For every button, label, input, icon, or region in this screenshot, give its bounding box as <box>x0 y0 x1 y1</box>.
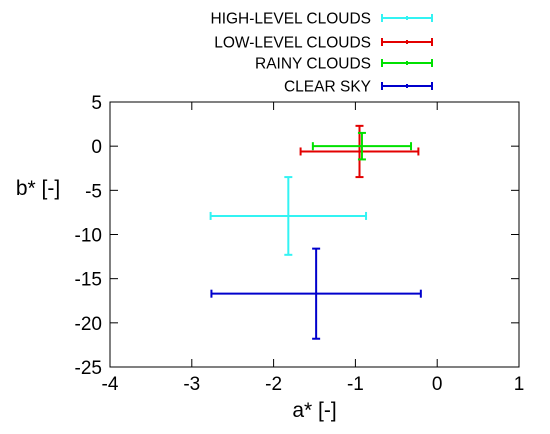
x-tick-label: 0 <box>432 374 443 395</box>
error-bar-clear-sky <box>210 247 422 340</box>
legend-label: HIGH-LEVEL CLOUDS <box>211 11 372 28</box>
y-tick-labels: 5 0 -5 -10 -15 -20 -25 <box>75 93 102 379</box>
y-axis-title: b* [-] <box>16 177 60 200</box>
error-bar-series <box>209 124 422 340</box>
error-bar-high-level-clouds <box>209 176 368 256</box>
plot-frame <box>109 101 520 368</box>
x-tick-label: -4 <box>102 374 119 395</box>
y-tick-label: -20 <box>75 314 102 335</box>
error-bar-low-level-clouds <box>299 124 420 179</box>
legend-item: HIGH-LEVEL CLOUDS <box>211 11 433 28</box>
y-tick-label: -25 <box>75 358 102 379</box>
legend-label: CLEAR SKY <box>284 79 371 96</box>
x-tick-label: -1 <box>347 374 364 395</box>
plot-area <box>109 101 520 368</box>
legend: HIGH-LEVEL CLOUDS LOW-LEVEL CLOUDS RAINY C… <box>211 11 433 96</box>
y-tick-label: -5 <box>85 181 102 202</box>
y-tick-label: -10 <box>75 226 102 247</box>
y-tick-label: 0 <box>91 137 102 158</box>
y-tick-label: -15 <box>75 270 102 291</box>
y-tick-label: 5 <box>91 93 102 114</box>
legend-label: RAINY CLOUDS <box>255 56 371 73</box>
x-tick-label: 1 <box>514 374 525 395</box>
x-tick-label: -3 <box>183 374 200 395</box>
x-tick-label: -2 <box>265 374 282 395</box>
legend-item: CLEAR SKY <box>284 79 433 96</box>
x-axis-title: a* [-] <box>292 399 336 422</box>
legend-item: LOW-LEVEL CLOUDS <box>214 35 433 52</box>
x-tick-labels: -4 -3 -2 -1 0 1 <box>102 374 525 395</box>
error-bar-rainy-clouds <box>311 131 413 161</box>
legend-label: LOW-LEVEL CLOUDS <box>214 35 371 52</box>
legend-item: RAINY CLOUDS <box>255 56 433 73</box>
axis-ticks <box>109 101 520 368</box>
